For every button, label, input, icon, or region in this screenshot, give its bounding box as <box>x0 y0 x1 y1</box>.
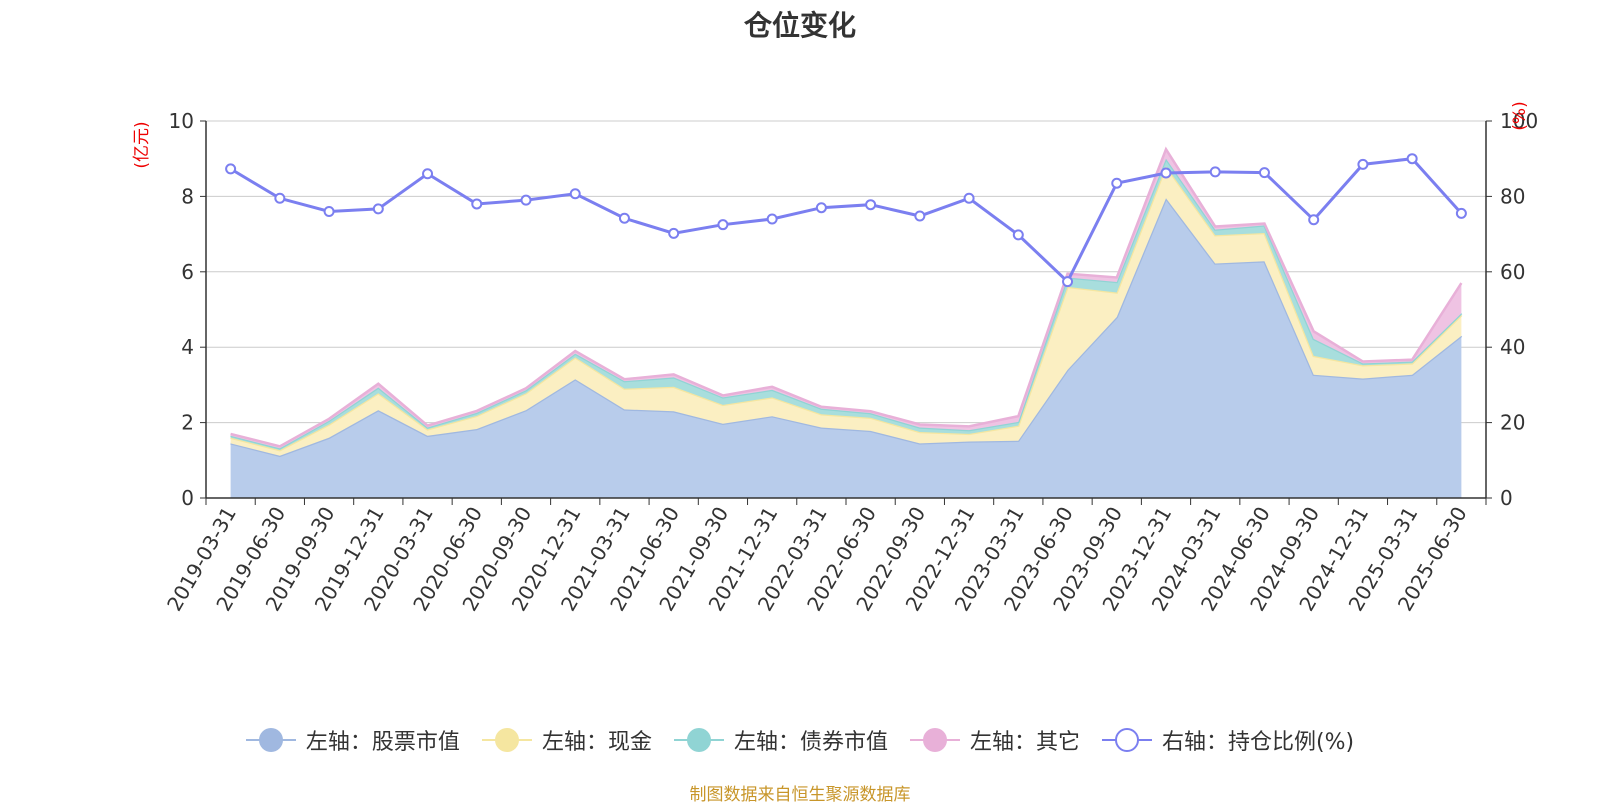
legend-item-4[interactable]: 左轴：其它 <box>909 724 1080 756</box>
ratio-point <box>422 168 434 180</box>
right-tick-label: 60 <box>1500 260 1525 284</box>
ratio-point <box>372 203 384 215</box>
left-axis-unit: (亿元) <box>132 121 152 168</box>
stacked-areas <box>230 146 1463 498</box>
area-series-1 <box>230 198 1462 498</box>
ratio-point <box>717 219 729 231</box>
legend-label: 右轴：持仓比例(%) <box>1161 730 1355 755</box>
ratio-point <box>1111 177 1123 189</box>
ratio-point <box>323 205 335 217</box>
ratio-point <box>274 192 286 204</box>
ratio-point <box>1258 167 1270 179</box>
ratio-point <box>1160 167 1172 179</box>
legend-item-3[interactable]: 左轴：债券市值 <box>673 724 888 756</box>
ratio-point <box>914 210 926 222</box>
legend-label: 左轴：现金 <box>541 730 652 755</box>
legend-swatch-icon <box>909 725 960 755</box>
right-tick-label: 20 <box>1500 411 1525 435</box>
ratio-line-path <box>229 157 1463 285</box>
ratio-point <box>1455 207 1467 219</box>
ratio-point <box>471 198 483 210</box>
legend-item-5[interactable]: 右轴：持仓比例(%) <box>1101 724 1355 756</box>
chart-title: 仓位变化 <box>743 9 856 42</box>
ratio-point <box>1308 214 1320 226</box>
ratio-point <box>1062 276 1074 288</box>
legend-swatch-icon <box>245 725 296 755</box>
ratio-point <box>963 192 975 204</box>
legend-item-2[interactable]: 左轴：现金 <box>481 724 652 756</box>
left-tick-label: 8 <box>181 184 194 208</box>
ratio-point <box>1406 153 1418 165</box>
legend-swatch-icon <box>481 725 532 755</box>
ratio-point <box>569 188 581 200</box>
left-tick-label: 4 <box>181 335 194 359</box>
ratio-point <box>1209 166 1221 178</box>
left-tick-label: 10 <box>169 109 194 133</box>
legend-label: 左轴：股票市值 <box>305 730 460 755</box>
left-tick-label: 2 <box>181 411 194 435</box>
area-edge-series-4 <box>230 146 1463 448</box>
legend-swatch-icon <box>1101 725 1152 755</box>
legend: 左轴：股票市值 左轴：现金 左轴：债券市值 左轴：其它 右轴：持仓比例(%) <box>0 720 1600 760</box>
ratio-point <box>865 199 877 211</box>
right-tick-label: 80 <box>1500 184 1525 208</box>
ratio-point <box>668 227 680 239</box>
legend-item-1[interactable]: 左轴：股票市值 <box>245 724 460 756</box>
left-tick-label: 6 <box>181 260 194 284</box>
right-tick-label: 0 <box>1500 486 1513 510</box>
legend-label: 左轴：债券市值 <box>733 730 888 755</box>
ratio-point <box>225 163 237 175</box>
ratio-point <box>815 202 827 214</box>
source-note: 制图数据来自恒生聚源数据库 <box>689 785 911 805</box>
ratio-point <box>1357 158 1369 170</box>
right-tick-label: 100 <box>1500 109 1538 133</box>
ratio-point <box>618 212 630 224</box>
right-tick-label: 40 <box>1500 335 1525 359</box>
right-axis-unit: (%) <box>1510 101 1530 130</box>
left-tick-label: 0 <box>181 486 194 510</box>
legend-label: 左轴：其它 <box>969 730 1080 755</box>
ratio-point <box>520 194 532 206</box>
ratio-point <box>1012 229 1024 241</box>
legend-swatch-icon <box>673 725 724 755</box>
ratio-point <box>766 213 778 225</box>
ratio-line <box>225 153 1467 288</box>
